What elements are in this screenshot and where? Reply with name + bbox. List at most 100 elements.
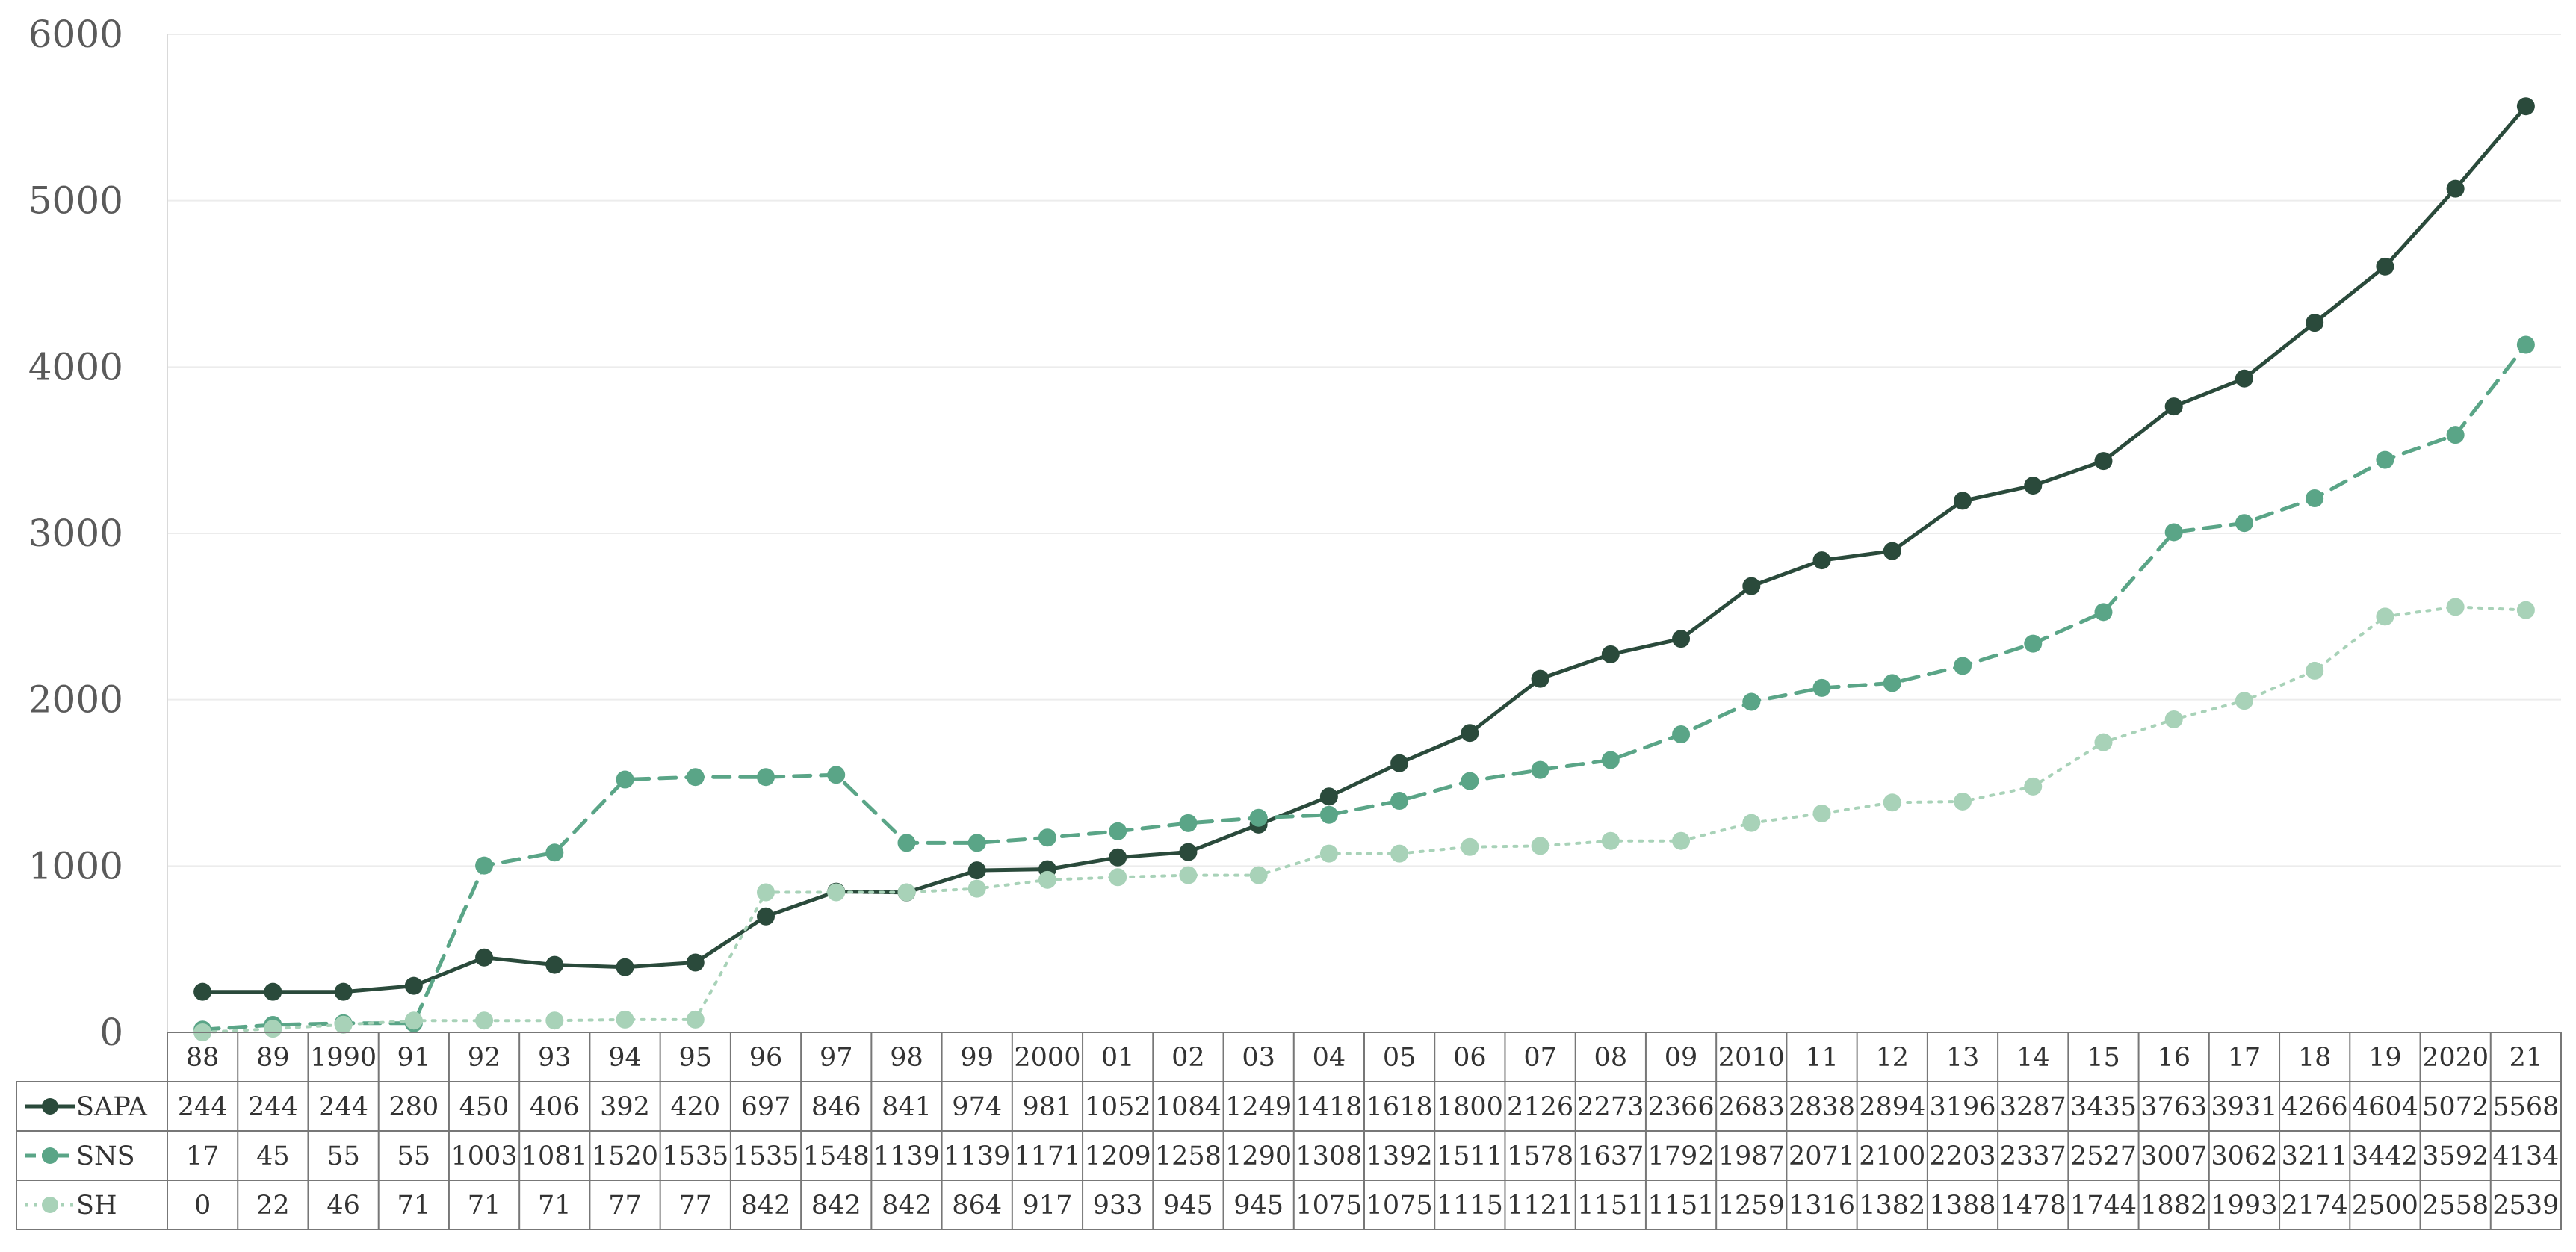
- data-point: [1531, 837, 1549, 855]
- data-label: 1792: [1648, 1141, 1715, 1171]
- y-tick-label: 2000: [28, 678, 123, 722]
- gridlines: [167, 34, 2561, 867]
- data-point: [1672, 630, 1691, 648]
- data-label: 1209: [1085, 1141, 1151, 1171]
- data-label: 3287: [2000, 1092, 2066, 1122]
- data-label: 77: [608, 1191, 642, 1221]
- legend-label: SH: [76, 1191, 117, 1221]
- data-label: 1520: [592, 1141, 658, 1171]
- data-label: 1987: [1718, 1141, 1785, 1171]
- data-point: [2024, 777, 2043, 796]
- data-label: 5568: [2492, 1092, 2559, 1122]
- data-point: [2024, 477, 2043, 495]
- data-point: [2446, 426, 2465, 444]
- data-point: [1390, 792, 1409, 811]
- data-label: 2174: [2282, 1191, 2348, 1221]
- x-tick-label: 2020: [2422, 1043, 2489, 1073]
- data-label: 3196: [1929, 1092, 1996, 1122]
- data-label: 77: [678, 1191, 712, 1221]
- data-point: [2164, 397, 2183, 416]
- data-point: [1672, 831, 1691, 850]
- y-tick-label: 5000: [28, 179, 123, 223]
- data-point: [2446, 598, 2465, 616]
- series-line-sh: [201, 605, 2527, 1034]
- data-label: 1308: [1295, 1141, 1362, 1171]
- data-label: 22: [256, 1191, 290, 1221]
- data-label: 1171: [1014, 1141, 1080, 1171]
- x-tick-label: 17: [2228, 1043, 2261, 1073]
- data-label: 1392: [1366, 1141, 1433, 1171]
- data-label: 945: [1163, 1191, 1213, 1221]
- data-label: 1800: [1437, 1092, 1503, 1122]
- data-label: 1075: [1295, 1191, 1362, 1221]
- data-label: 244: [248, 1092, 298, 1122]
- series-line-sns: [200, 343, 2528, 1032]
- x-tick-label: 02: [1171, 1043, 1205, 1073]
- data-point: [2376, 450, 2394, 469]
- data-point: [2446, 179, 2465, 198]
- data-label: 1052: [1085, 1092, 1151, 1122]
- data-point: [1601, 831, 1620, 850]
- legend-marker: [42, 1147, 58, 1164]
- data-label: 71: [397, 1191, 431, 1221]
- data-label: 4266: [2282, 1092, 2348, 1122]
- data-point: [1109, 868, 1127, 887]
- data-label: 17: [186, 1141, 220, 1171]
- data-point: [1954, 492, 1972, 510]
- data-point: [967, 879, 986, 898]
- legend-key-sns: [25, 1147, 75, 1164]
- data-label: 2126: [1507, 1092, 1573, 1122]
- data-label: 1535: [662, 1141, 728, 1171]
- data-label: 244: [178, 1092, 228, 1122]
- data-label: 420: [670, 1092, 720, 1122]
- data-label: 981: [1023, 1092, 1073, 1122]
- legend-key-sapa: [25, 1098, 75, 1115]
- data-point: [616, 958, 634, 976]
- data-label: 2558: [2422, 1191, 2489, 1221]
- data-label: 2894: [1859, 1092, 1925, 1122]
- x-tick-label: 18: [2298, 1043, 2332, 1073]
- data-point: [616, 770, 634, 789]
- data-label: 392: [600, 1092, 650, 1122]
- data-label: 2100: [1859, 1141, 1925, 1171]
- data-point: [1179, 866, 1198, 884]
- data-point: [2235, 692, 2253, 710]
- data-point: [1883, 542, 1901, 560]
- data-point: [1038, 870, 1056, 889]
- data-label: 2838: [1789, 1092, 1855, 1122]
- data-label: 1081: [521, 1141, 588, 1171]
- x-tick-label: 91: [397, 1043, 431, 1073]
- data-label: 841: [882, 1092, 932, 1122]
- data-point: [686, 768, 705, 787]
- data-point: [1319, 805, 1338, 824]
- x-tick-label: 96: [749, 1043, 783, 1073]
- data-label: 1882: [2140, 1191, 2207, 1221]
- series-sapa: [193, 97, 2535, 1001]
- x-tick-label: 14: [2016, 1043, 2050, 1073]
- data-label: 3211: [2282, 1141, 2348, 1171]
- data-point: [404, 1011, 423, 1030]
- x-tick-label: 2010: [1718, 1043, 1785, 1073]
- data-label: 1151: [1648, 1191, 1715, 1221]
- data-point: [1461, 837, 1479, 856]
- data-point: [2306, 314, 2324, 332]
- x-tick-label: 93: [538, 1043, 572, 1073]
- data-point: [757, 907, 775, 926]
- data-point: [1531, 760, 1549, 779]
- data-point: [1179, 843, 1198, 861]
- x-tick-label: 08: [1594, 1043, 1628, 1073]
- data-label: 46: [326, 1191, 360, 1221]
- data-label: 2500: [2352, 1191, 2418, 1221]
- data-label: 3435: [2070, 1092, 2137, 1122]
- data-point: [475, 1011, 494, 1030]
- data-point: [1672, 725, 1691, 743]
- data-point: [757, 883, 775, 902]
- data-point: [2094, 733, 2113, 751]
- x-tick-label: 95: [678, 1043, 712, 1073]
- data-label: 2273: [1577, 1092, 1644, 1122]
- data-point: [1038, 828, 1056, 847]
- data-label: 1388: [1929, 1191, 1996, 1221]
- data-label: 1259: [1718, 1191, 1785, 1221]
- data-label: 697: [741, 1092, 791, 1122]
- data-label: 2683: [1718, 1092, 1785, 1122]
